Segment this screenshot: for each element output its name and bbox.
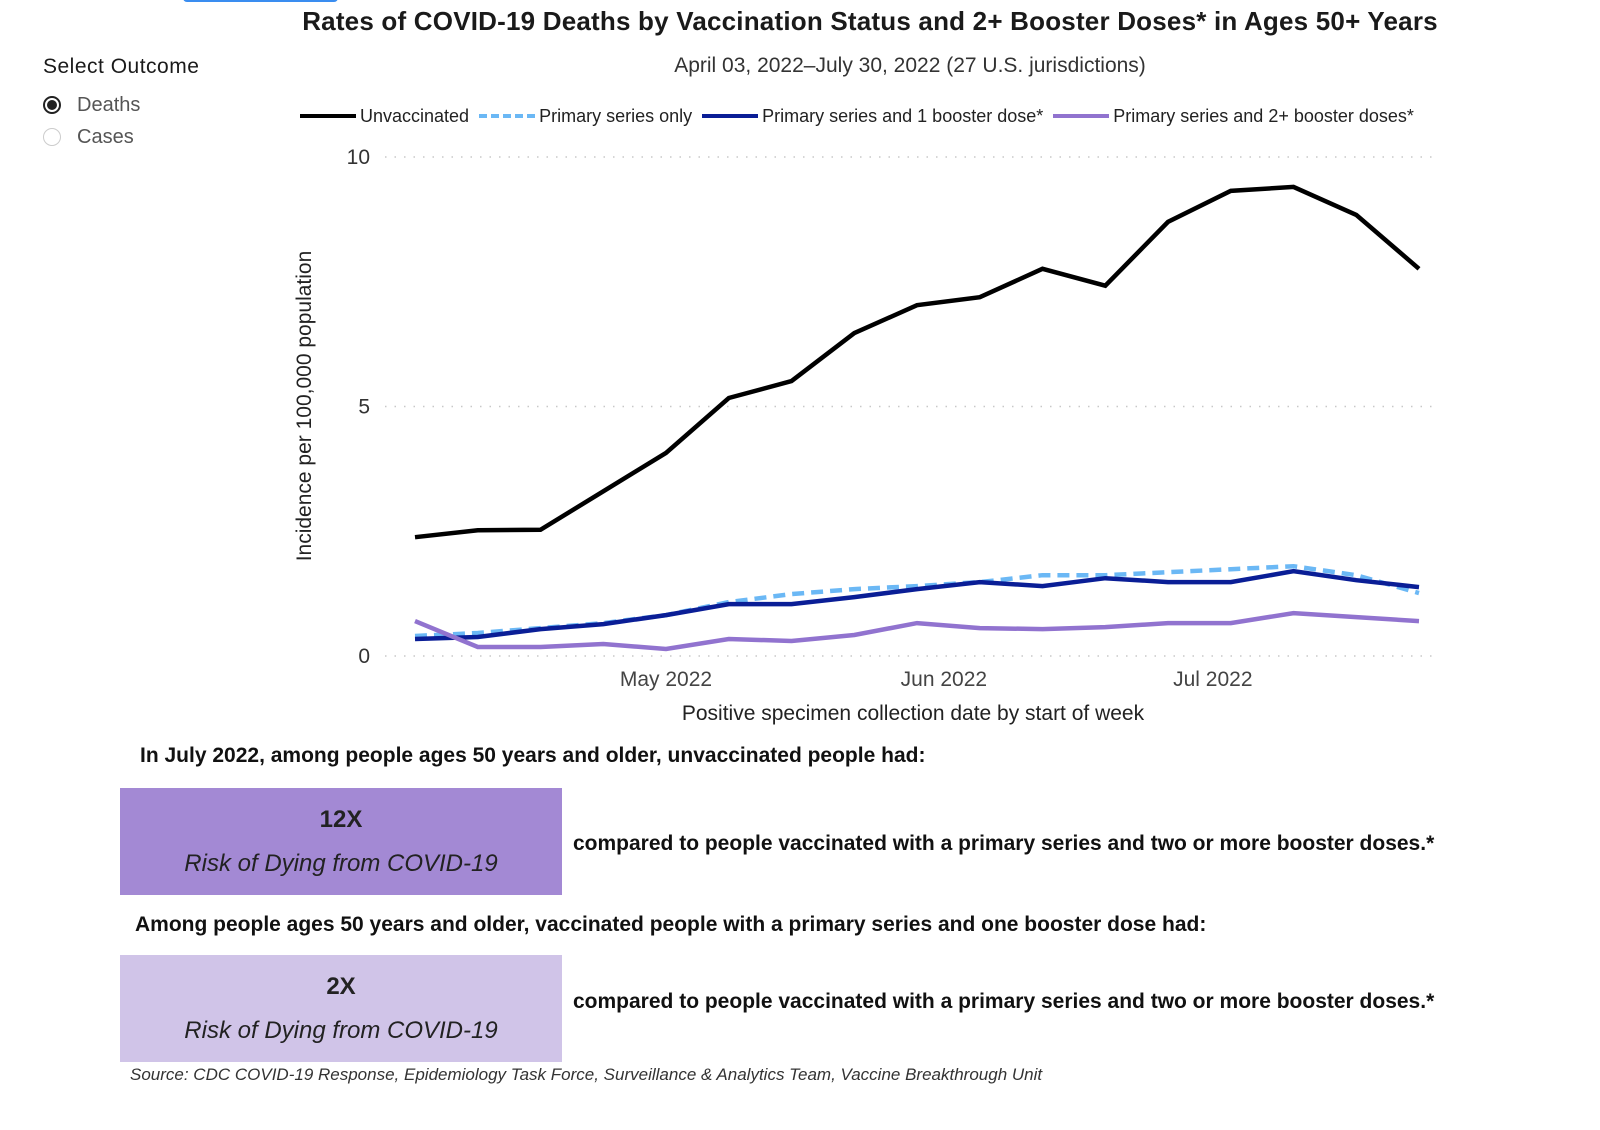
- risk-description-unvaccinated: Risk of Dying from COVID-19: [184, 850, 498, 877]
- legend-line-one-booster: [702, 114, 759, 118]
- series-lines: [414, 184, 1421, 652]
- risk-box-one-booster: 2X Risk of Dying from COVID-19: [120, 955, 562, 1062]
- radio-button-checked-icon[interactable]: [43, 96, 61, 114]
- series-line-primary-series-and-1-booster-dose[interactable]: [414, 568, 1420, 642]
- chart-legend: Unvaccinated Primary series only Primary…: [300, 103, 1424, 129]
- gridlines: [385, 156, 1437, 657]
- x-tick-label: Jul 2022: [1173, 668, 1252, 691]
- legend-item-two-plus-boosters[interactable]: Primary series and 2+ booster doses*: [1053, 106, 1414, 127]
- y-tick-label: 0: [358, 645, 370, 668]
- y-tick-label: 5: [358, 396, 370, 419]
- series-line-unvaccinated[interactable]: [414, 184, 1421, 540]
- x-axis-ticks: May 2022 Jun 2022 Jul 2022: [620, 668, 1253, 691]
- radio-label-cases: Cases: [77, 125, 134, 148]
- legend-line-unvaccinated: [300, 114, 356, 118]
- legend-item-one-booster[interactable]: Primary series and 1 booster dose*: [702, 106, 1043, 127]
- legend-label-one-booster: Primary series and 1 booster dose*: [762, 105, 1044, 126]
- chart-title: Rates of COVID-19 Deaths by Vaccination …: [302, 6, 1438, 36]
- top-tab-indicator[interactable]: [183, 0, 338, 2]
- chart-plot: 0 5 10 May 2022 Jun 2022 Jul 2022: [347, 146, 1437, 691]
- y-axis-label: Incidence per 100,000 population: [293, 250, 316, 562]
- legend-item-primary-series-only[interactable]: Primary series only: [479, 106, 692, 127]
- radio-label-deaths: Deaths: [77, 93, 141, 116]
- risk-value-one-booster: 2X: [326, 973, 356, 1000]
- x-axis-label: Positive specimen collection date by sta…: [681, 702, 1145, 725]
- series-line-primary-series-and-2-booster-doses[interactable]: [414, 610, 1420, 652]
- radio-button-unchecked-icon[interactable]: [43, 128, 61, 146]
- legend-line-primary-series-only: [479, 114, 536, 118]
- legend-label-two-plus-boosters: Primary series and 2+ booster doses*: [1113, 105, 1414, 126]
- risk-description-one-booster: Risk of Dying from COVID-19: [184, 1017, 498, 1044]
- legend-label-unvaccinated: Unvaccinated: [360, 105, 470, 126]
- x-tick-label: Jun 2022: [901, 668, 987, 691]
- source-note: Source: CDC COVID-19 Response, Epidemiol…: [130, 1065, 1043, 1084]
- legend-label-primary-series-only: Primary series only: [539, 105, 693, 126]
- y-tick-label: 10: [347, 146, 370, 169]
- comparison-text-unvaccinated: compared to people vaccinated with a pri…: [573, 832, 1435, 855]
- outcome-selector: Select Outcome Deaths Cases: [43, 55, 263, 153]
- radio-cases[interactable]: Cases: [43, 121, 263, 153]
- radio-deaths[interactable]: Deaths: [43, 89, 263, 121]
- summary-statement-unvaccinated: In July 2022, among people ages 50 years…: [140, 744, 926, 767]
- legend-item-unvaccinated[interactable]: Unvaccinated: [300, 106, 469, 127]
- y-axis-ticks: 0 5 10: [347, 146, 370, 668]
- series-line-primary-series-only[interactable]: [414, 563, 1420, 639]
- x-tick-label: May 2022: [620, 668, 712, 691]
- risk-box-unvaccinated: 12X Risk of Dying from COVID-19: [120, 788, 562, 895]
- comparison-text-one-booster: compared to people vaccinated with a pri…: [573, 990, 1435, 1013]
- chart-subtitle: April 03, 2022–July 30, 2022 (27 U.S. ju…: [674, 54, 1146, 77]
- summary-statement-one-booster: Among people ages 50 years and older, va…: [135, 913, 1207, 936]
- legend-line-two-plus-boosters: [1053, 114, 1110, 118]
- outcome-selector-title: Select Outcome: [43, 55, 200, 78]
- risk-value-unvaccinated: 12X: [319, 806, 363, 833]
